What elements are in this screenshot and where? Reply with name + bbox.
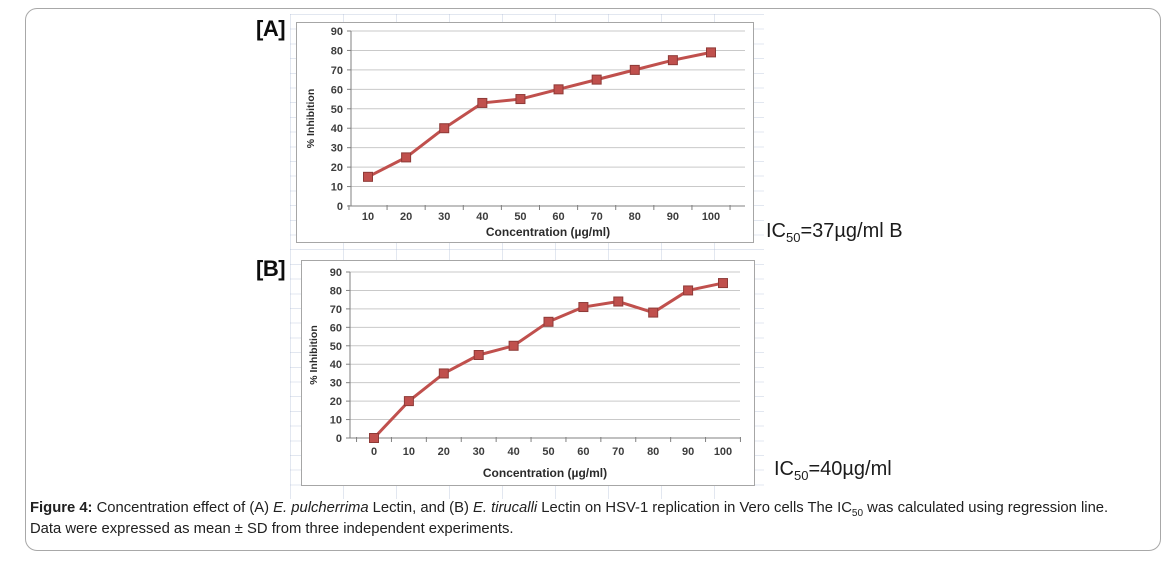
- ic50-annotation-b: IC50=40µg/ml: [774, 458, 892, 483]
- data-point-marker: [515, 94, 526, 105]
- caption-run: Figure 4:: [30, 500, 93, 516]
- caption-run: Lectin, and (B): [368, 500, 474, 516]
- series-line: [366, 50, 713, 179]
- x-tick-label: 50: [514, 211, 526, 223]
- y-tick-label: 80: [330, 285, 342, 297]
- data-point-marker: [667, 55, 678, 66]
- data-point-marker: [706, 47, 716, 58]
- series-line: [372, 281, 725, 440]
- panel-b-label: [B]: [256, 256, 286, 281]
- data-point-marker: [613, 296, 624, 307]
- chart-a: 0 10 20 30 40 50 60 70 80 90 10 20 30 40 50 60 70 80 90 100…: [296, 22, 754, 243]
- data-point-marker: [508, 340, 519, 351]
- data-point-marker: [553, 84, 564, 95]
- y-tick-label: 0: [337, 201, 343, 213]
- y-tick-label: 40: [331, 123, 343, 135]
- ic50-a-value: =37µg/ml B: [800, 220, 903, 242]
- y-tick-label: 10: [331, 182, 343, 194]
- y-axis-title: % Inhibition: [305, 89, 317, 149]
- y-tick-label: 60: [331, 84, 343, 96]
- y-tick-label: 50: [330, 341, 342, 353]
- data-point-marker: [683, 285, 694, 296]
- data-point-marker: [718, 278, 728, 289]
- x-tick-label: 10: [403, 446, 415, 458]
- y-tick-label: 20: [330, 396, 342, 408]
- data-point-marker: [401, 152, 412, 163]
- y-tick-label: 0: [336, 433, 342, 445]
- data-point-marker: [369, 433, 379, 443]
- ic50-b-value: =40µg/ml: [808, 458, 892, 480]
- y-tick-label: 40: [330, 359, 342, 371]
- x-tick-label: 70: [591, 211, 603, 223]
- data-point-marker: [543, 316, 554, 327]
- x-tick-label: 50: [542, 446, 554, 458]
- y-tick-label: 60: [330, 322, 342, 334]
- y-tick-label: 30: [330, 378, 342, 390]
- ic50-annotation-a: IC50=37µg/ml B: [766, 220, 903, 245]
- caption-run: E. pulcherrima: [273, 500, 369, 516]
- x-axis-title: Concentration (µg/ml): [486, 225, 610, 239]
- panel-a-label: [A]: [256, 16, 286, 41]
- y-tick-label: 70: [331, 65, 343, 77]
- ic50-a-subscript: 50: [786, 230, 801, 245]
- data-point-marker: [648, 307, 659, 318]
- y-axis-title: % Inhibition: [308, 325, 320, 385]
- x-tick-label: 60: [577, 446, 589, 458]
- data-point-marker: [591, 74, 602, 85]
- y-tick-label: 90: [331, 26, 343, 38]
- y-tick-label: 20: [331, 162, 343, 174]
- x-tick-label: 40: [507, 446, 519, 458]
- data-point-marker: [403, 396, 414, 407]
- x-tick-label: 40: [476, 211, 488, 223]
- x-tick-label: 60: [552, 211, 564, 223]
- data-point-marker: [578, 302, 589, 313]
- x-tick-label: 0: [371, 446, 377, 458]
- data-point-marker: [363, 171, 373, 182]
- y-tick-label: 10: [330, 415, 342, 427]
- data-point-marker: [438, 368, 449, 379]
- caption-run: E. tirucalli: [473, 500, 538, 516]
- x-tick-label: 20: [400, 211, 412, 223]
- chart-b-plot: 0 10 20 30 40 50 60 70 80 90 0 10 20 30 40 50 60 70 80 90 10…: [308, 267, 741, 480]
- caption-run: was calculated using regression line.: [863, 500, 1109, 516]
- x-tick-label: 90: [682, 446, 694, 458]
- data-point-marker: [629, 64, 640, 75]
- ic50-a-prefix: IC: [766, 220, 786, 242]
- y-tick-label: 70: [330, 304, 342, 316]
- chart-a-plot: 0 10 20 30 40 50 60 70 80 90 10 20 30 40 50 60 70 80 90 100…: [305, 26, 745, 239]
- ic50-b-subscript: 50: [794, 468, 809, 483]
- y-tick-label: 80: [331, 45, 343, 57]
- y-tick-label: 90: [330, 267, 342, 279]
- y-tick-label: 30: [331, 143, 343, 155]
- caption-run: Lectin on HSV-1 replication in Vero cell…: [537, 500, 852, 516]
- chart-b: 0 10 20 30 40 50 60 70 80 90 0 10 20 30 40 50 60 70 80 90 10…: [301, 260, 755, 486]
- caption-run: Concentration effect of (A): [92, 500, 274, 516]
- x-tick-label: 100: [714, 446, 732, 458]
- x-tick-label: 100: [702, 211, 720, 223]
- ic50-b-prefix: IC: [774, 458, 794, 480]
- x-tick-label: 80: [647, 446, 659, 458]
- caption-run: Data were expressed as mean ± SD from th…: [30, 520, 514, 537]
- data-point-marker: [477, 97, 488, 108]
- x-tick-label: 70: [612, 446, 624, 458]
- x-tick-label: 30: [473, 446, 485, 458]
- x-tick-label: 10: [362, 211, 374, 223]
- y-tick-label: 50: [331, 104, 343, 116]
- x-tick-label: 90: [667, 211, 679, 223]
- data-point-marker: [439, 123, 450, 134]
- x-tick-label: 20: [438, 446, 450, 458]
- x-axis-title: Concentration (µg/ml): [483, 466, 607, 480]
- caption-run: 50: [851, 507, 864, 519]
- figure-caption: Figure 4: Concentration effect of (A) E.…: [30, 498, 1157, 539]
- x-tick-label: 30: [438, 211, 450, 223]
- data-point-marker: [473, 350, 484, 360]
- x-tick-label: 80: [629, 211, 641, 223]
